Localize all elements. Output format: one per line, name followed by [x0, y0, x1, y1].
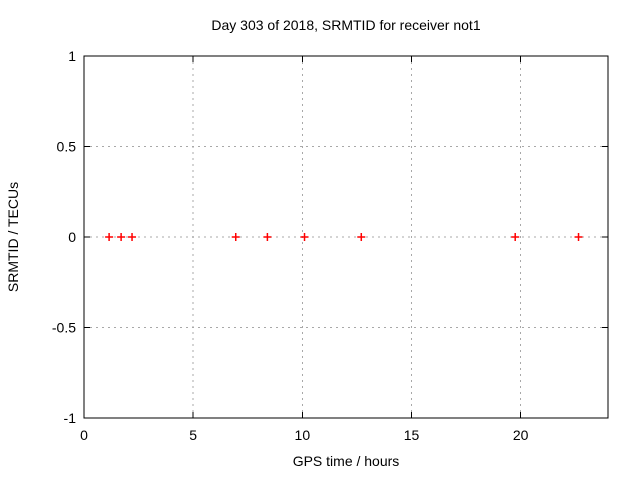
data-point — [263, 233, 272, 241]
data-point — [105, 233, 114, 241]
x-tick-label: 5 — [189, 427, 197, 443]
data-point — [117, 233, 126, 241]
y-tick-label: 0.5 — [57, 139, 77, 155]
x-tick-label: 20 — [513, 427, 529, 443]
x-tick-label: 15 — [404, 427, 420, 443]
data-point — [128, 233, 137, 241]
y-tick-label: -0.5 — [52, 320, 76, 336]
data-point — [574, 233, 583, 241]
data-point — [511, 233, 520, 241]
data-point — [357, 233, 366, 241]
x-axis-label: GPS time / hours — [292, 453, 400, 469]
plot-border — [83, 55, 609, 419]
y-tick-label: -1 — [64, 410, 77, 426]
x-tick-label: 0 — [80, 427, 88, 443]
data-point — [300, 233, 309, 241]
chart-title: Day 303 of 2018, SRMTID for receiver not… — [211, 17, 481, 33]
y-tick-label: 0 — [68, 229, 76, 245]
x-tick-label: 10 — [295, 427, 311, 443]
y-tick-label: 1 — [68, 48, 76, 64]
data-point — [231, 233, 240, 241]
